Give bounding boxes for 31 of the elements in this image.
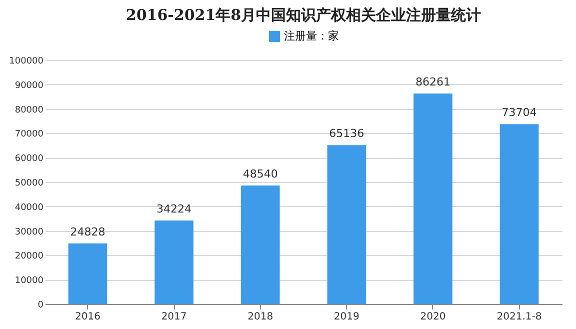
x-tick-label: 2018 bbox=[248, 312, 274, 322]
y-tick-label: 0 bbox=[38, 300, 44, 310]
x-tick-label: 2016 bbox=[74, 312, 100, 322]
data-label: 86261 bbox=[415, 76, 450, 89]
x-tick-label: 2020 bbox=[420, 312, 446, 322]
bar bbox=[500, 124, 539, 304]
x-tick-label: 2021.1-8 bbox=[496, 312, 542, 322]
data-label: 65136 bbox=[329, 127, 364, 140]
y-tick-label: 50000 bbox=[14, 178, 44, 188]
bar bbox=[68, 243, 108, 304]
bar bbox=[240, 186, 280, 304]
chart-title: 2016-2021年8月中国知识产权相关企业注册量统计 bbox=[126, 6, 482, 24]
bar bbox=[327, 145, 366, 304]
legend-label: 注册量：家 bbox=[284, 30, 339, 42]
y-tick-label: 30000 bbox=[14, 227, 44, 238]
x-tick-label: 2019 bbox=[334, 312, 360, 322]
y-tick-label: 60000 bbox=[14, 154, 44, 164]
y-tick-label: 100000 bbox=[9, 56, 44, 66]
data-label: 48540 bbox=[242, 168, 278, 181]
y-tick-label: 20000 bbox=[14, 252, 44, 262]
bar bbox=[154, 220, 194, 304]
y-tick-label: 70000 bbox=[14, 130, 44, 140]
y-tick-label: 40000 bbox=[14, 202, 44, 213]
bar bbox=[414, 94, 452, 304]
y-tick-label: 10000 bbox=[14, 276, 44, 286]
data-label: 73704 bbox=[502, 106, 537, 120]
y-tick-label: 80000 bbox=[14, 105, 44, 116]
x-tick-label: 2017 bbox=[161, 312, 187, 322]
data-label: 34224 bbox=[156, 202, 192, 216]
data-label: 24828 bbox=[70, 225, 106, 238]
y-tick-label: 90000 bbox=[14, 80, 44, 91]
